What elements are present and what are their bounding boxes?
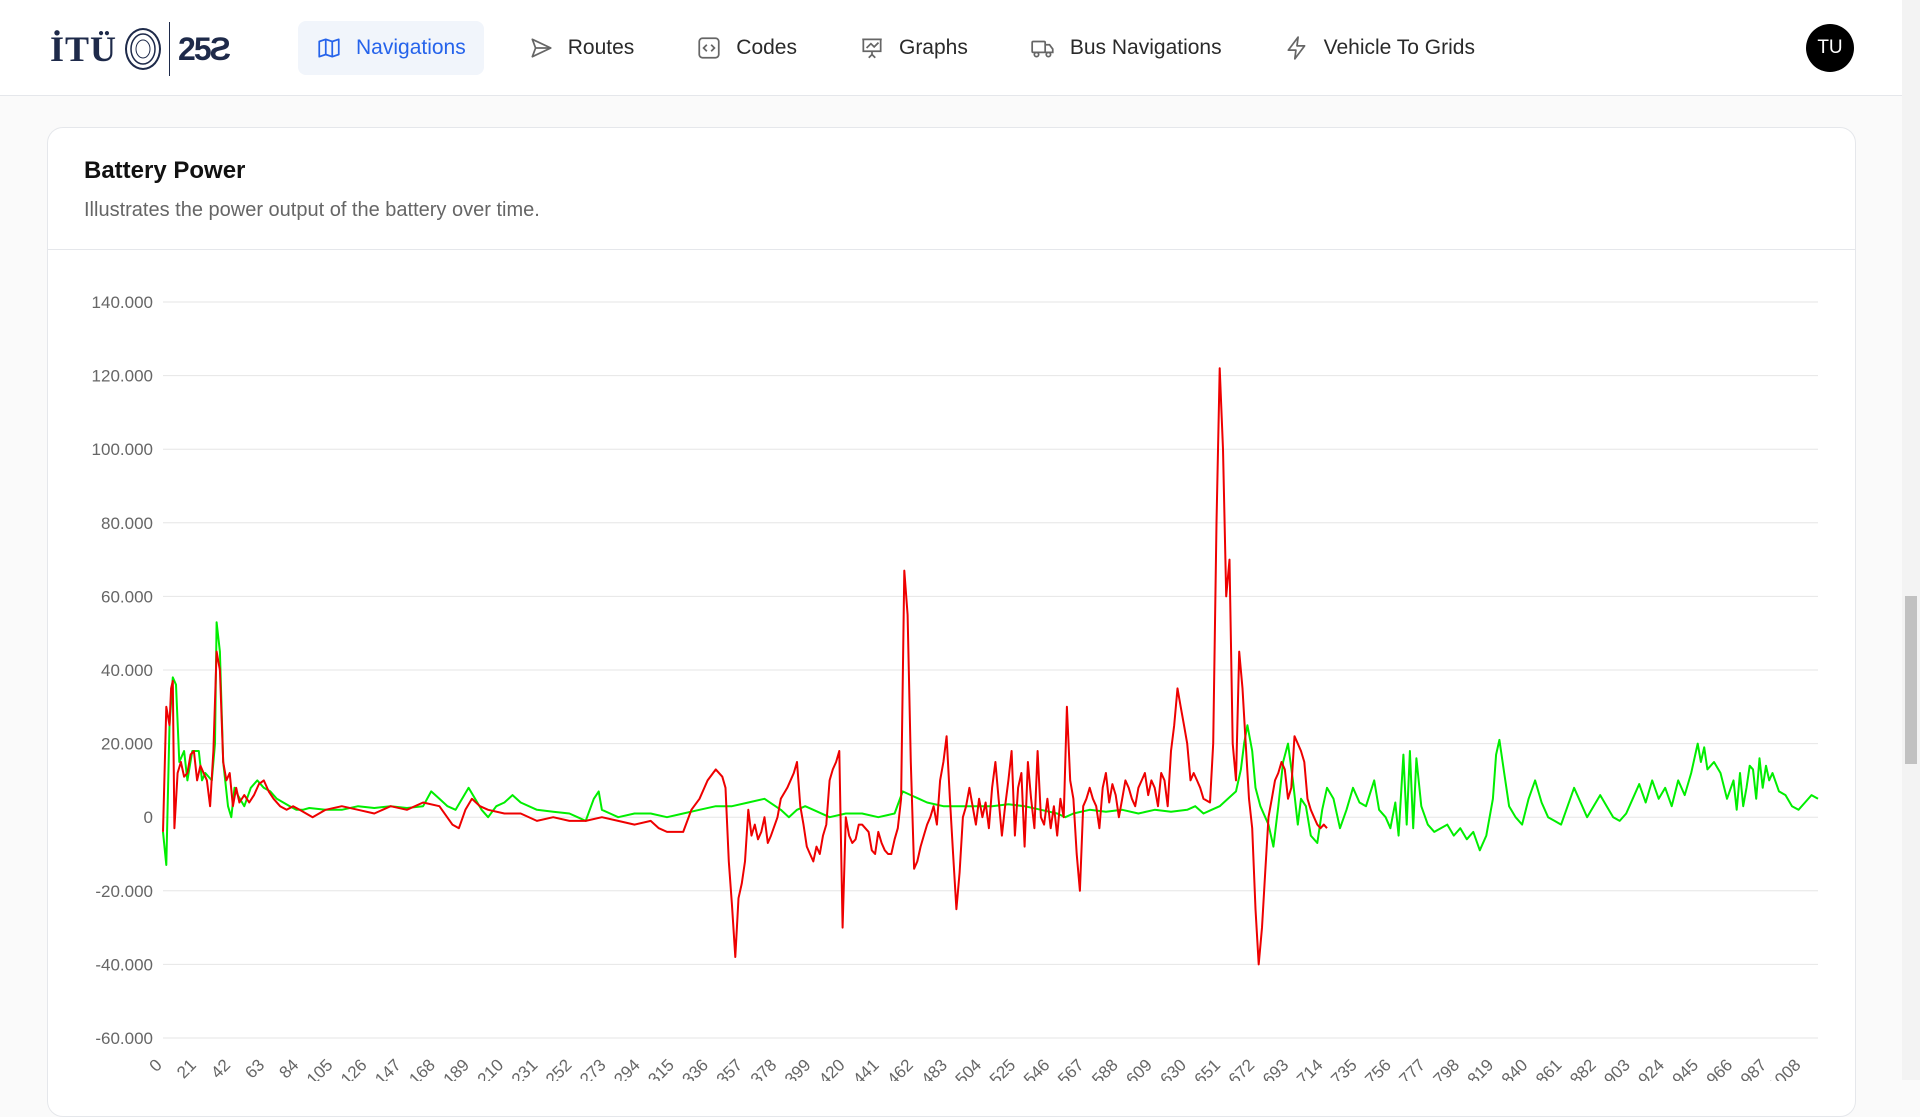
x-tick-label: 1008 [1764,1055,1804,1081]
nav-item-codes[interactable]: Codes [678,21,815,75]
x-tick-label: 798 [1430,1055,1463,1081]
x-tick-label: 315 [644,1055,677,1081]
x-tick-label: 189 [440,1055,473,1081]
x-tick-label: 105 [303,1055,336,1081]
x-tick-label: 84 [276,1055,303,1081]
x-tick-label: 945 [1669,1055,1702,1081]
itu-seal-icon [125,28,162,70]
x-tick-label: 693 [1259,1055,1292,1081]
send-icon [528,35,554,61]
x-tick-label: 546 [1020,1055,1053,1081]
nav-item-graphs[interactable]: Graphs [841,21,986,75]
x-tick-label: 231 [508,1055,541,1081]
x-tick-label: 840 [1498,1055,1531,1081]
x-tick-label: 399 [781,1055,814,1081]
itu-logo-mark: İTÜ [50,29,118,69]
nav-item-label: Vehicle To Grids [1323,36,1475,59]
x-tick-label: 483 [918,1055,951,1081]
card-description: Illustrates the power output of the batt… [84,199,540,221]
x-tick-label: 987 [1737,1055,1770,1081]
nav-item-vehicle-to-grids[interactable]: Vehicle To Grids [1266,21,1493,75]
y-tick-label: 120.000 [92,367,153,386]
x-tick-label: 588 [1088,1055,1121,1081]
page-scrollbar-thumb[interactable] [1905,596,1917,764]
x-tick-label: 420 [815,1055,848,1081]
nav-item-label: Navigations [356,36,466,59]
x-tick-label: 672 [1225,1055,1258,1081]
x-tick-label: 147 [371,1055,404,1081]
x-tick-label: 357 [713,1055,746,1081]
x-tick-label: 126 [337,1055,370,1081]
y-tick-label: 40.000 [101,661,153,680]
nav-item-navigations[interactable]: Navigations [298,21,484,75]
nav-item-label: Routes [567,36,635,59]
top-navigation-bar: İTÜ 25Ƨ Navigations Routes Codes [0,0,1902,96]
battery-power-line-chart: 140.000 120.000 100.000 80.000 60.000 40.000 2… [92,293,1819,1081]
nav-item-bus-navigations[interactable]: Bus Navigations [1012,21,1240,75]
y-tick-label: -40.000 [95,955,153,974]
x-tick-label: 168 [405,1055,438,1081]
x-tick-label: 924 [1635,1055,1668,1081]
nav-item-label: Bus Navigations [1069,36,1222,59]
y-tick-label: -60.000 [95,1029,153,1048]
presentation-chart-icon [859,35,885,61]
x-tick-label: 903 [1600,1055,1633,1081]
user-avatar[interactable]: TU [1806,24,1854,72]
logo-divider [169,22,171,76]
x-tick-label: 630 [1157,1055,1190,1081]
x-tick-label: 21 [173,1055,200,1081]
x-tick-label: 336 [679,1055,712,1081]
x-tick-label: 63 [241,1055,268,1081]
x-tick-label: 819 [1464,1055,1497,1081]
x-tick-label: 441 [849,1055,882,1081]
card-title: Battery Power [84,157,246,184]
y-tick-label: 80.000 [101,514,153,533]
map-icon [316,35,342,61]
code-icon [696,35,722,61]
x-tick-label: 567 [1054,1055,1087,1081]
nav-item-label: Graphs [898,36,968,59]
x-tick-label: 0 [146,1055,166,1075]
x-tick-label: 273 [576,1055,609,1081]
x-tick-label: 210 [474,1055,507,1081]
x-tick-label: 462 [883,1055,916,1081]
itu-250-logo[interactable]: İTÜ 25Ƨ [50,22,231,76]
x-tick-label: 525 [986,1055,1019,1081]
x-tick-label: 504 [952,1055,985,1081]
series-line-1 [162,367,1328,966]
battery-power-card: Battery Power Illustrates the power outp… [47,127,1856,1117]
x-tick-label: 882 [1566,1055,1599,1081]
main-nav: Navigations Routes Codes Graphs Bus Navi… [298,21,1519,75]
250-anniversary-logo: 25Ƨ [178,30,231,67]
x-tick-label: 42 [207,1055,234,1081]
page-scrollbar-track[interactable] [1902,0,1920,1080]
zap-icon [1284,35,1310,61]
y-tick-label: 0 [144,808,153,827]
x-tick-label: 861 [1532,1055,1565,1081]
x-tick-label: 651 [1191,1055,1224,1081]
x-tick-label: 756 [1361,1055,1394,1081]
nav-item-routes[interactable]: Routes [510,21,653,75]
nav-item-label: Codes [736,36,797,59]
x-tick-label: 609 [1122,1055,1155,1081]
x-tick-label: 294 [610,1055,643,1081]
y-tick-label: 20.000 [101,735,153,754]
x-tick-label: 378 [747,1055,780,1081]
x-tick-label: 966 [1703,1055,1736,1081]
user-initials: TU [1817,37,1843,58]
x-tick-label: 777 [1396,1055,1429,1081]
card-header: Battery Power Illustrates the power outp… [48,128,1855,250]
y-tick-label: 100.000 [92,440,153,459]
x-tick-label: 735 [1327,1055,1360,1081]
truck-icon [1030,35,1056,61]
series-line-0 [162,621,1819,866]
x-tick-label: 714 [1293,1055,1326,1081]
x-tick-label: 252 [542,1055,575,1081]
y-tick-label: 140.000 [92,293,153,312]
y-tick-label: 60.000 [101,587,153,606]
y-tick-label: -20.000 [95,882,153,901]
